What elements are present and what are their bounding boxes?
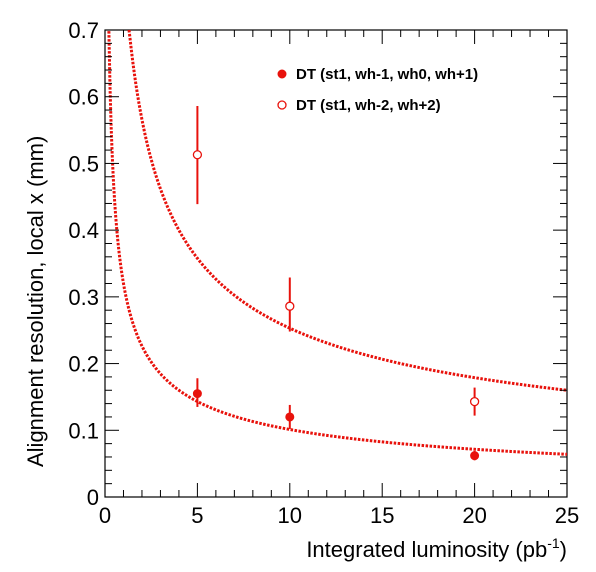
data-points: [192, 106, 480, 461]
y-axis-title: Alignment resolution, local x (mm): [23, 136, 48, 467]
data-point-filled: [285, 412, 295, 422]
x-tick-label: 10: [278, 503, 302, 528]
x-tick-label: 15: [370, 503, 394, 528]
legend-label: DT (st1, wh-2, wh+2): [296, 97, 441, 114]
x-tick-label: 5: [191, 503, 203, 528]
x-tick-label: 0: [99, 503, 111, 528]
data-point-open: [285, 301, 295, 311]
y-tick-label: 0.5: [68, 151, 99, 176]
plot-frame: [104, 29, 568, 498]
legend-label: DT (st1, wh-1, wh0, wh+1): [296, 66, 478, 83]
x-axis-title-superscript: -1: [547, 535, 560, 551]
x-tick-label: 20: [462, 503, 486, 528]
y-tick-label: 0.7: [68, 18, 99, 43]
x-tick-label: 25: [555, 503, 579, 528]
y-tick-label: 0.3: [68, 285, 99, 310]
legend-marker-filled: [277, 69, 287, 79]
y-tick-label: 0.6: [68, 85, 99, 110]
data-point-open: [469, 396, 480, 407]
y-tick-label: 0: [87, 485, 99, 510]
axis-ticks: 0 5 10 15 20 25 0 0.1 0.2 0.3 0.4 0.5 0.6 0.7: [68, 18, 579, 528]
data-point-filled: [470, 451, 480, 461]
y-tick-label: 0.2: [68, 352, 99, 377]
y-tick-label: 0.1: [68, 418, 99, 443]
data-point-open: [192, 150, 203, 160]
data-point-filled: [192, 389, 202, 399]
fit-curves: [107, 29, 568, 456]
y-tick-label: 0.4: [68, 218, 99, 243]
legend-marker-open: [277, 100, 287, 110]
fit-curve-1: [107, 31, 568, 456]
x-axis-title-tail: ): [560, 537, 567, 562]
x-axis-title: Integrated luminosity (pb-1): [306, 535, 567, 562]
legend: DT (st1, wh-1, wh0, wh+1) DT (st1, wh-2, …: [277, 66, 478, 114]
fit-curve-2: [127, 29, 568, 392]
